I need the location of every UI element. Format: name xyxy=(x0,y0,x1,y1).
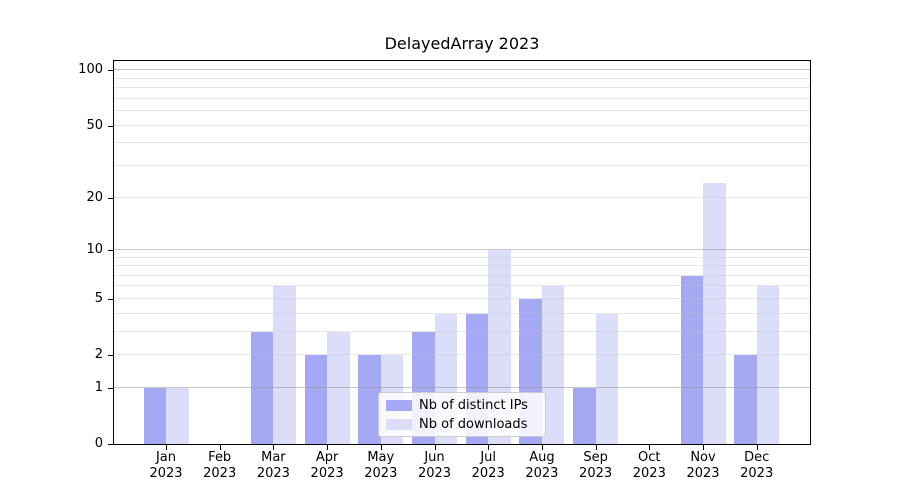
y-tick-label-20: 20 xyxy=(86,190,103,205)
x-tick-label-mar: Mar 2023 xyxy=(256,450,290,481)
legend-swatch-distinct-ips xyxy=(386,399,412,411)
bar-jan-downloads xyxy=(166,388,189,444)
y-tick-mark-2 xyxy=(108,355,113,356)
y-tick-mark-0 xyxy=(108,444,113,445)
bar-aug-downloads xyxy=(541,286,565,444)
bar-sep-downloads xyxy=(595,314,619,444)
y-tick-label-2: 2 xyxy=(94,347,103,362)
x-tick-label-oct: Oct 2023 xyxy=(632,450,666,481)
y-tick-label-0: 0 xyxy=(94,436,103,451)
x-tick-mark-feb xyxy=(219,445,221,450)
gridline-20 xyxy=(114,197,810,198)
x-tick-mark-jun xyxy=(434,445,436,450)
y-tick-label-100: 100 xyxy=(78,62,103,77)
x-tick-label-aug: Aug 2023 xyxy=(525,450,559,481)
bar-jan-distinct-ips xyxy=(143,388,166,444)
gridline-40 xyxy=(114,142,810,143)
x-tick-mark-mar xyxy=(273,445,275,450)
x-tick-label-dec: Dec 2023 xyxy=(740,450,774,481)
gridline-2 xyxy=(114,354,810,355)
y-tick-label-10: 10 xyxy=(86,242,103,257)
y-tick-mark-100 xyxy=(108,70,113,71)
x-tick-label-jun: Jun 2023 xyxy=(417,450,452,481)
bar-dec-distinct-ips xyxy=(734,355,757,444)
bar-nov-distinct-ips xyxy=(680,276,703,444)
x-tick-mark-aug xyxy=(541,445,543,450)
chart-legend: Nb of distinct IPs Nb of downloads xyxy=(378,392,546,437)
x-tick-label-apr: Apr 2023 xyxy=(310,450,344,481)
legend-row-downloads: Nb of downloads xyxy=(386,417,538,432)
gridline-9 xyxy=(114,257,810,258)
y-tick-mark-50 xyxy=(108,126,113,127)
legend-row-distinct-ips: Nb of distinct IPs xyxy=(386,398,538,413)
y-tick-mark-5 xyxy=(108,299,113,300)
x-tick-mark-may xyxy=(380,445,382,450)
x-tick-label-may: May 2023 xyxy=(364,450,398,481)
legend-label-distinct-ips: Nb of distinct IPs xyxy=(419,397,528,413)
x-tick-label-feb: Feb 2023 xyxy=(203,450,237,481)
gridline-50 xyxy=(114,125,810,126)
gridline-30 xyxy=(114,165,810,166)
gridline-10 xyxy=(114,249,810,250)
x-tick-mark-apr xyxy=(327,445,329,450)
bar-apr-downloads xyxy=(327,332,350,444)
y-tick-mark-10 xyxy=(108,250,113,251)
bar-apr-distinct-ips xyxy=(304,355,328,444)
chart-title: DelayedArray 2023 xyxy=(384,34,540,53)
x-tick-mark-nov xyxy=(703,445,704,450)
legend-label-downloads: Nb of downloads xyxy=(419,416,528,432)
y-tick-label-50: 50 xyxy=(86,118,103,133)
gridline-1 xyxy=(114,387,810,388)
x-tick-label-jul: Jul 2023 xyxy=(471,450,505,481)
y-tick-mark-20 xyxy=(108,198,113,199)
plot-area: Nb of distinct IPs Nb of downloads xyxy=(113,60,811,445)
bar-mar-distinct-ips xyxy=(250,332,274,444)
y-tick-label-5: 5 xyxy=(94,291,103,306)
gridline-90 xyxy=(114,78,810,79)
gridline-70 xyxy=(114,98,810,99)
gridline-4 xyxy=(114,313,810,314)
bar-dec-downloads xyxy=(756,286,780,444)
bar-mar-downloads xyxy=(273,286,296,444)
gridline-60 xyxy=(114,110,810,111)
bar-sep-distinct-ips xyxy=(573,388,596,444)
gridline-6 xyxy=(114,285,810,286)
gridline-5 xyxy=(114,298,810,299)
x-tick-mark-oct xyxy=(649,445,651,450)
x-tick-mark-sep xyxy=(595,445,597,450)
x-tick-label-sep: Sep 2023 xyxy=(579,450,613,481)
gridline-8 xyxy=(114,265,810,266)
x-tick-mark-jan xyxy=(166,445,167,450)
bar-may-distinct-ips xyxy=(358,355,381,444)
x-tick-mark-jul xyxy=(488,445,490,450)
y-tick-label-1: 1 xyxy=(94,380,103,395)
legend-swatch-downloads xyxy=(386,418,412,430)
y-tick-mark-1 xyxy=(108,388,113,389)
bar-nov-downloads xyxy=(703,183,726,444)
gridline-3 xyxy=(114,331,810,332)
x-tick-label-jan: Jan 2023 xyxy=(149,450,183,481)
x-tick-mark-dec xyxy=(756,445,758,450)
x-tick-label-nov: Nov 2023 xyxy=(686,450,720,481)
gridline-100 xyxy=(114,69,810,70)
gridline-7 xyxy=(114,275,810,276)
gridline-80 xyxy=(114,87,810,88)
